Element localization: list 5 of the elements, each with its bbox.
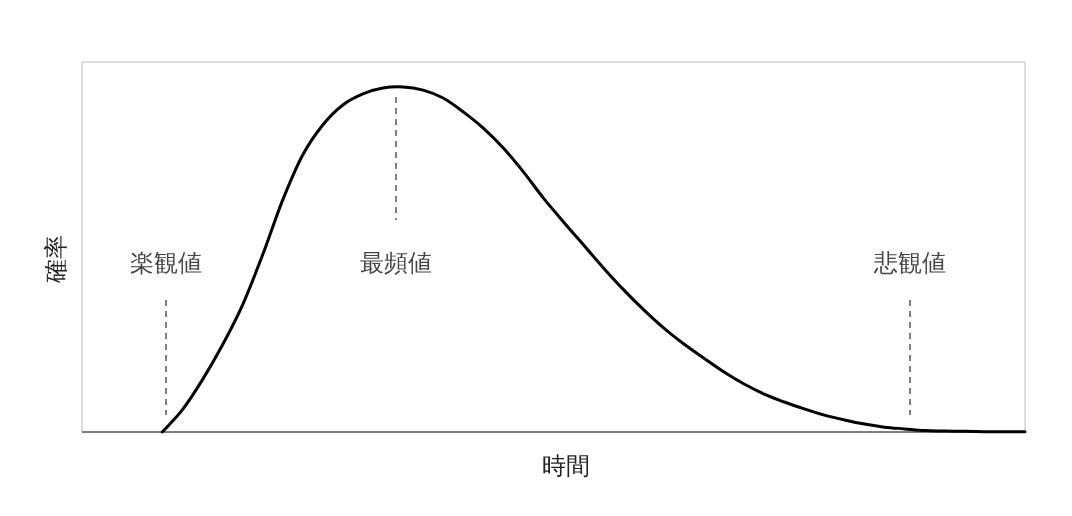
y-axis-title: 確率 [42, 235, 70, 284]
annotation: 悲観値 [873, 249, 946, 277]
x-axis-title: 時間 [541, 452, 590, 480]
annotation: 楽観値 [130, 249, 202, 277]
annotation: 最頻値 [360, 249, 432, 277]
